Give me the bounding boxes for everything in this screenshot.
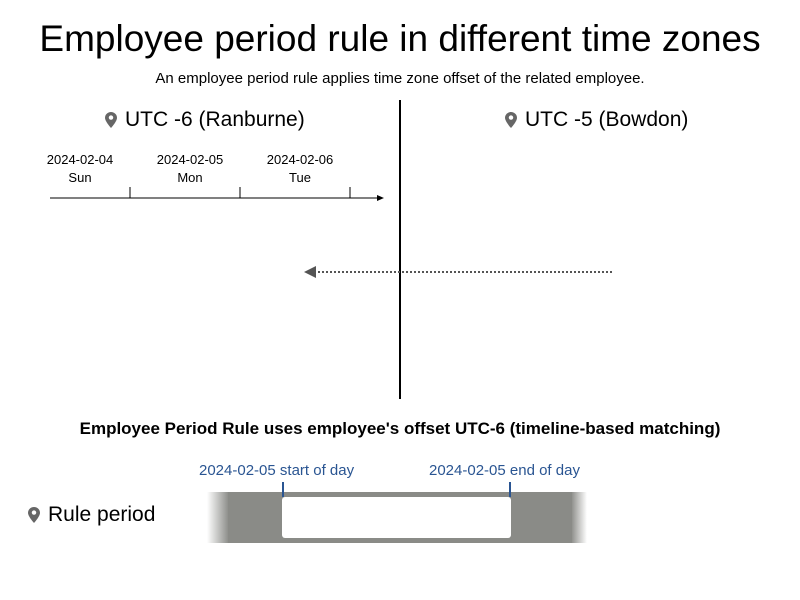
page-title: Employee period rule in different time z… — [39, 18, 761, 59]
start-of-day-label: 2024-02-05 start of day — [199, 462, 355, 479]
page-subtitle: An employee period rule applies time zon… — [155, 70, 645, 87]
day-label-1: 2024-02-04 Sun — [25, 151, 135, 187]
zone-right-label: UTC -5 (Bowdon) — [525, 108, 689, 131]
day-weekday: Sun — [68, 170, 92, 185]
day-weekday: Tue — [289, 170, 311, 185]
rule-period-label: Rule period — [48, 503, 156, 526]
zone-right-header: UTC -5 (Bowdon) — [505, 108, 688, 132]
day-label-2: 2024-02-05 Mon — [135, 151, 245, 187]
day-date: 2024-02-06 — [266, 152, 334, 167]
rule-band-fade-right — [571, 492, 587, 543]
offset-arrowhead — [304, 266, 316, 278]
location-pin-icon — [505, 112, 517, 128]
rule-band-fade-left — [207, 492, 229, 543]
day-weekday: Mon — [177, 170, 203, 185]
location-pin-icon — [105, 112, 117, 128]
location-pin-icon — [28, 507, 40, 523]
zone-left-label: UTC -6 (Ranburne) — [125, 108, 305, 131]
day-date: 2024-02-05 — [156, 152, 224, 167]
rule-period-box — [282, 497, 511, 538]
day-date: 2024-02-04 — [46, 152, 114, 167]
timeline-arrowhead — [377, 195, 384, 201]
rule-period-row-label: Rule period — [28, 503, 155, 527]
zone-left-header: UTC -6 (Ranburne) — [105, 108, 305, 132]
end-of-day-label: 2024-02-05 end of day — [429, 462, 580, 479]
diagram-caption: Employee Period Rule uses employee's off… — [79, 419, 721, 438]
day-label-3: 2024-02-06 Tue — [245, 151, 355, 187]
